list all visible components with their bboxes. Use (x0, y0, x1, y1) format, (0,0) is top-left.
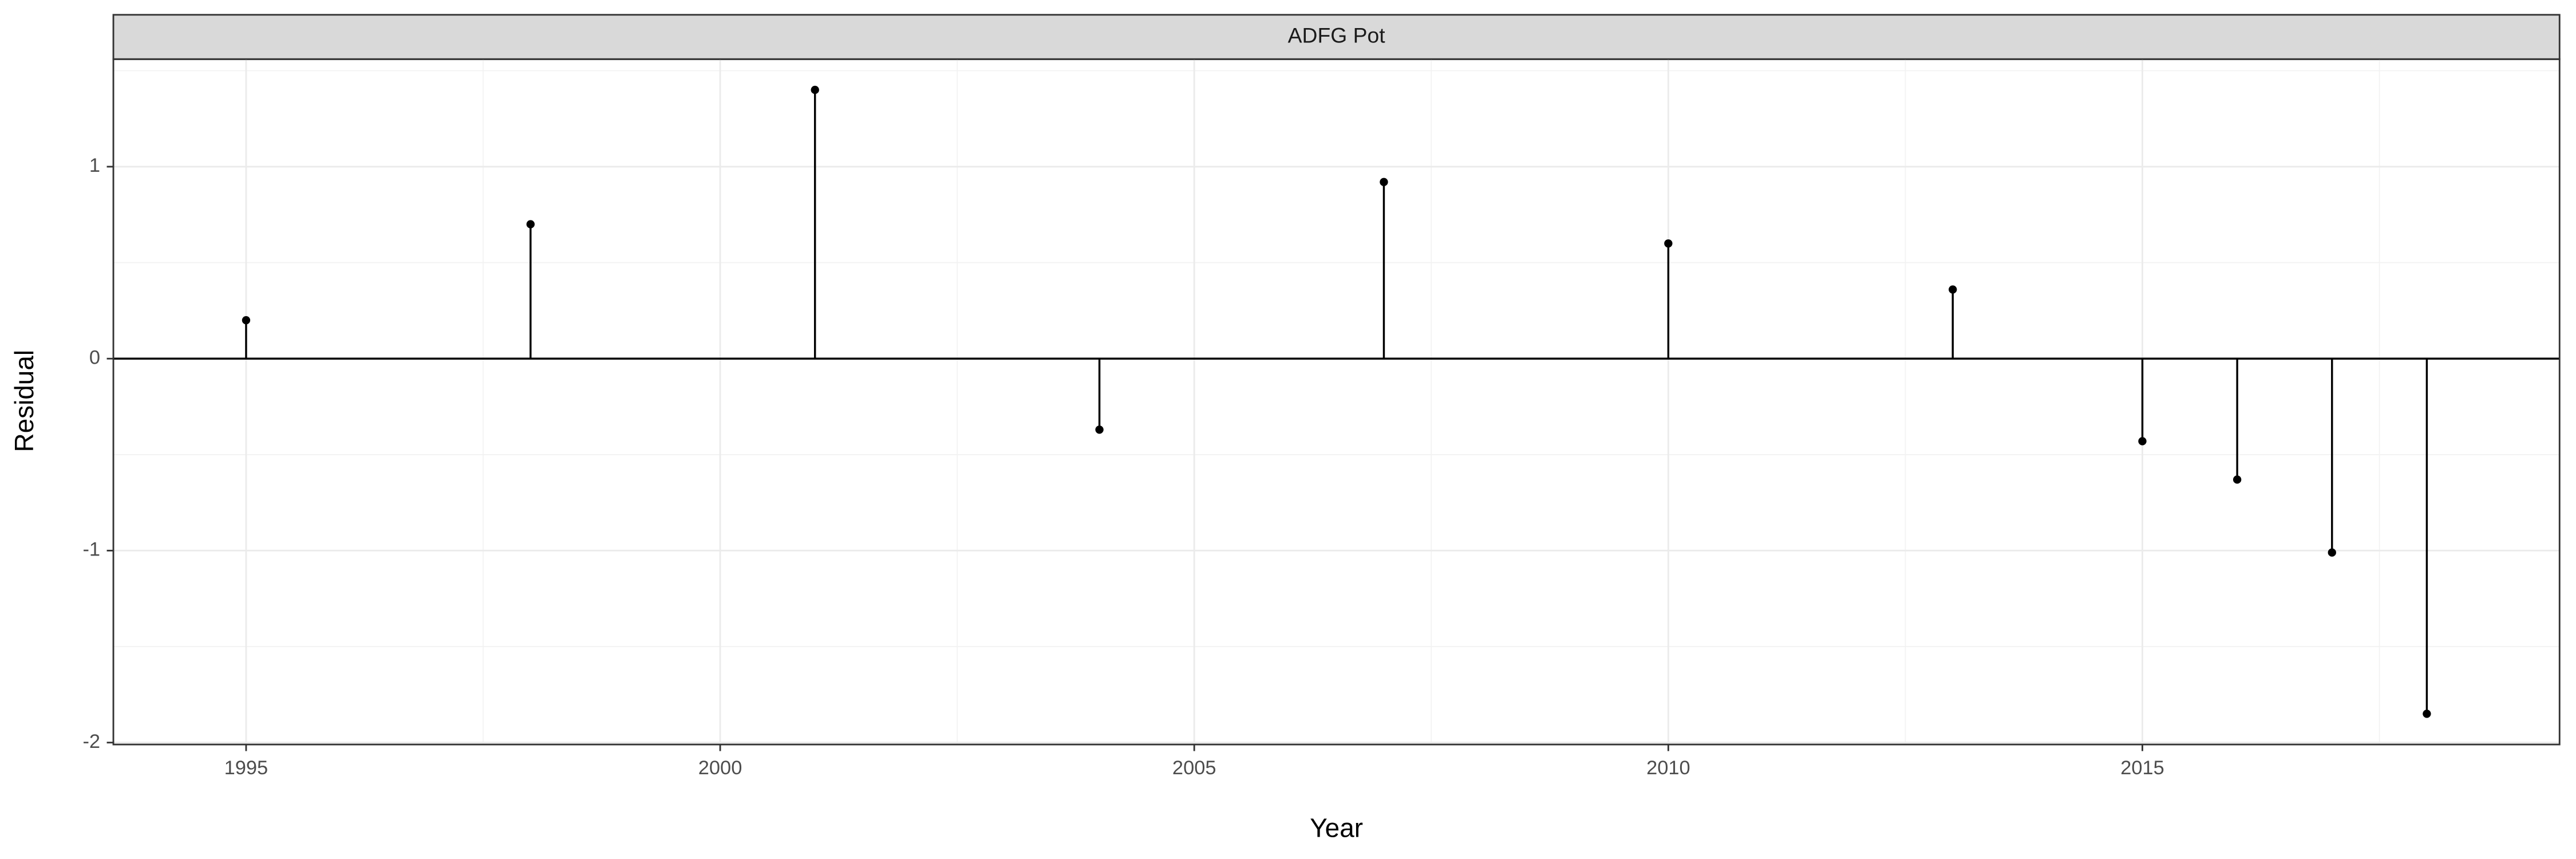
point (526, 220, 535, 228)
x-tick-label: 2010 (1646, 757, 1690, 779)
point (1664, 239, 1673, 248)
x-axis-title: Year (1310, 813, 1363, 842)
panel-border (112, 58, 2561, 746)
y-tick-label: 1 (89, 155, 100, 176)
point (1949, 285, 1957, 294)
strip-title: ADFG Pot (1288, 23, 1386, 47)
y-axis-title: Residual (9, 350, 39, 452)
y-tick-label: -2 (82, 731, 100, 752)
point (2328, 548, 2336, 557)
x-tick-label: 2000 (698, 757, 742, 779)
point (2138, 437, 2147, 446)
x-tick-label: 2015 (2120, 757, 2164, 779)
point (1095, 425, 1104, 434)
strip (112, 14, 2561, 60)
point (2233, 475, 2242, 484)
point (2423, 710, 2431, 718)
point (242, 316, 251, 325)
x-tick-label: 1995 (224, 757, 268, 779)
y-tick-label: 0 (89, 346, 100, 368)
x-tick-label: 2005 (1172, 757, 1216, 779)
y-tick-label: -1 (82, 539, 100, 561)
point (1380, 178, 1388, 187)
point (811, 85, 819, 94)
